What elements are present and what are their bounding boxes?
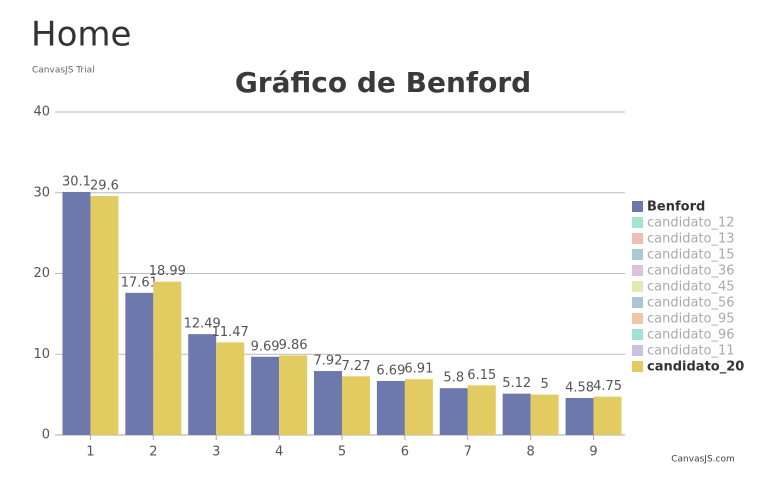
data-label: 6.15 [467,368,496,383]
legend-swatch [632,233,643,244]
legend-swatch [632,249,643,260]
bar [593,396,622,435]
trial-label: CanvasJS Trial [32,66,95,76]
x-tick-label: 5 [338,445,346,460]
bar [376,380,405,435]
bar [216,342,245,435]
legend-label[interactable]: candidato_13 [647,232,735,247]
legend-swatch [632,217,643,228]
data-label: 6.69 [376,363,405,378]
x-tick-label: 6 [401,445,409,460]
data-label: 18.99 [149,264,186,279]
bar [90,195,119,435]
y-tick-label: 20 [33,266,50,281]
bar [565,398,594,435]
data-label: 7.92 [314,354,343,369]
legend-label[interactable]: candidato_56 [647,296,735,311]
legend-label[interactable]: candidato_11 [647,344,735,359]
bar [251,356,280,435]
y-tick-label: 40 [33,105,50,120]
legend-swatch [632,201,643,212]
legend-swatch [632,281,643,292]
legend-label[interactable]: candidato_36 [647,264,735,279]
bar [125,292,154,435]
x-tick-label: 7 [464,445,472,460]
bar [153,281,182,435]
data-label: 9.86 [279,338,308,353]
bar [502,393,531,435]
data-label: 17.61 [121,275,158,290]
data-label: 6.91 [404,362,433,377]
data-label: 4.75 [593,379,622,394]
credit: CanvasJS.com [671,455,734,465]
bar [314,371,342,435]
page-title: Home [31,15,131,55]
bar [467,385,496,435]
legend-swatch [632,265,643,276]
y-tick-label: 10 [33,347,50,362]
data-label: 4.58 [565,381,594,396]
x-tick-label: 4 [275,445,283,460]
legend-label[interactable]: candidato_20 [647,360,744,375]
x-tick-label: 9 [589,445,597,460]
bar [439,388,468,435]
legend-label[interactable]: candidato_45 [647,280,735,295]
y-tick-label: 30 [33,185,50,200]
x-tick-label: 1 [86,445,94,460]
legend-swatch [632,361,643,372]
legend-label[interactable]: Benford [647,200,705,215]
legend-label[interactable]: candidato_12 [647,216,735,231]
data-label: 12.49 [184,317,221,332]
bar [279,355,308,435]
chart-title: Gráfico de Benford [235,66,531,99]
data-label: 5.8 [443,371,464,386]
bar [342,376,370,435]
legend-swatch [632,345,643,356]
bar [188,334,217,435]
y-tick-label: 0 [42,428,50,443]
legend-label[interactable]: candidato_15 [647,248,735,263]
bar [404,379,433,435]
x-tick-label: 8 [527,445,535,460]
legend-swatch [632,313,643,324]
bar [62,191,91,435]
data-label: 11.47 [212,325,249,340]
x-tick-label: 2 [149,445,157,460]
bar [530,394,559,435]
data-label: 5.12 [502,376,531,391]
data-label: 5 [541,377,549,392]
data-label: 7.27 [342,359,371,374]
legend-swatch [632,329,643,340]
legend-label[interactable]: candidato_96 [647,328,735,343]
data-label: 9.69 [251,339,280,354]
x-tick-label: 3 [212,445,220,460]
legend-label[interactable]: candidato_95 [647,312,735,327]
legend-swatch [632,297,643,308]
data-label: 29.6 [90,178,119,193]
data-label: 30.1 [62,174,91,189]
